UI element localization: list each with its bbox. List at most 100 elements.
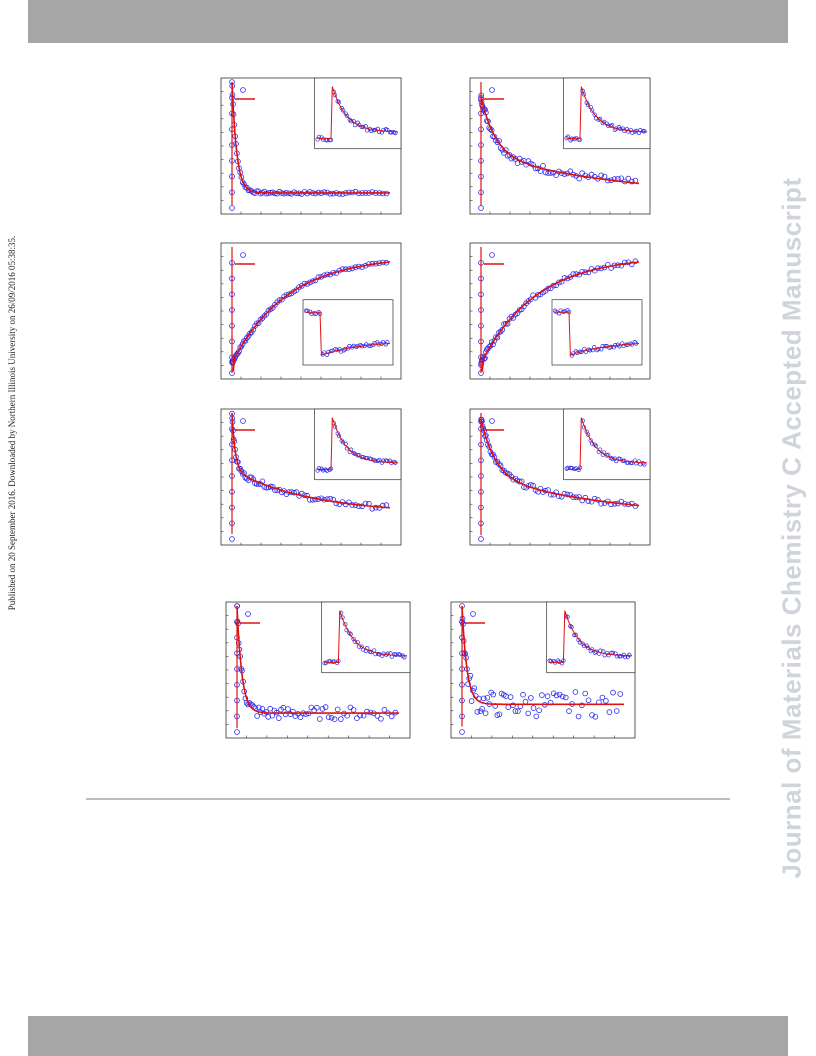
- data-point: [241, 181, 247, 187]
- legend-marker: [489, 87, 495, 93]
- data-point: [510, 702, 516, 709]
- inset-point: [606, 653, 611, 658]
- fit-line: [231, 412, 391, 509]
- data-point: [572, 689, 579, 695]
- data-point: [536, 707, 542, 714]
- data-point: [533, 713, 540, 720]
- data-point: [617, 691, 624, 697]
- inset-point: [328, 659, 333, 664]
- legend-marker: [240, 252, 246, 258]
- data-point: [499, 326, 506, 333]
- panel-3: [220, 242, 402, 380]
- data-point: [474, 709, 481, 715]
- inset-point: [596, 347, 601, 352]
- data-point: [229, 536, 235, 542]
- inset-point: [585, 645, 591, 651]
- data-point: [471, 685, 478, 691]
- data-point: [522, 698, 529, 705]
- inset-point: [316, 466, 322, 471]
- data-point: [319, 706, 326, 712]
- inset-point: [355, 640, 360, 645]
- fit-line: [232, 261, 391, 372]
- data-point: [610, 689, 616, 696]
- data-point: [308, 704, 315, 711]
- data-point: [628, 261, 635, 268]
- data-point: [346, 499, 352, 506]
- panel-6: [469, 408, 651, 546]
- panel-5: [220, 408, 402, 546]
- data-point: [354, 715, 360, 721]
- data-point: [575, 713, 582, 720]
- data-point: [333, 500, 340, 507]
- fit-line: [461, 605, 624, 706]
- data-point: [601, 173, 608, 180]
- inset-point: [590, 647, 595, 652]
- inset-point: [617, 344, 622, 349]
- data-point: [337, 716, 344, 722]
- inset-point: [315, 468, 320, 473]
- data-point: [491, 337, 498, 344]
- inset-point: [592, 112, 597, 117]
- inset-point: [347, 630, 352, 636]
- data-point: [585, 697, 592, 704]
- data-point: [611, 176, 618, 182]
- data-point: [553, 489, 559, 496]
- inset-point: [569, 466, 575, 471]
- data-point: [334, 706, 341, 713]
- data-point: [613, 708, 620, 714]
- data-point: [592, 713, 599, 720]
- fit-line: [236, 605, 399, 714]
- data-point: [553, 172, 559, 179]
- data-point: [247, 330, 253, 337]
- data-point: [242, 337, 249, 344]
- data-point: [307, 189, 313, 195]
- inset-point: [340, 108, 346, 113]
- data-point: [286, 291, 292, 298]
- inset-point: [387, 130, 393, 135]
- data-point: [253, 320, 260, 327]
- legend-marker: [240, 87, 246, 93]
- data-point: [327, 191, 334, 197]
- data-point: [505, 704, 512, 710]
- panel-7: [225, 601, 411, 739]
- data-point: [566, 708, 572, 714]
- inset-fit-line: [324, 610, 407, 663]
- data-point: [525, 710, 531, 717]
- panel-2: [469, 77, 651, 215]
- data-point: [360, 712, 367, 719]
- data-point: [355, 503, 362, 510]
- data-point: [259, 705, 266, 712]
- inset-frame: [314, 77, 402, 150]
- data-point: [336, 191, 343, 197]
- inset-point: [589, 108, 595, 113]
- data-point: [564, 491, 571, 498]
- data-point: [378, 715, 384, 722]
- inset-point: [389, 130, 394, 135]
- data-point: [254, 713, 260, 719]
- data-point: [501, 150, 507, 156]
- data-point: [618, 262, 625, 269]
- data-point: [350, 707, 357, 713]
- inset-point: [371, 457, 377, 463]
- inset-point: [326, 659, 331, 664]
- data-point: [302, 711, 309, 717]
- data-point: [520, 691, 526, 698]
- fit-line: [481, 261, 640, 372]
- inset-point: [583, 349, 588, 354]
- panel-4: [469, 242, 651, 380]
- data-point: [478, 536, 484, 542]
- data-point: [625, 175, 632, 182]
- data-point: [234, 729, 240, 735]
- data-point: [486, 443, 493, 450]
- data-point: [621, 259, 628, 266]
- data-point: [606, 709, 613, 715]
- data-point: [347, 704, 354, 711]
- data-point: [314, 704, 320, 711]
- data-point: [582, 690, 588, 697]
- data-point: [255, 704, 262, 711]
- legend-marker: [489, 418, 495, 424]
- data-point: [539, 692, 545, 698]
- inset-point: [315, 137, 320, 142]
- inset-point: [339, 106, 344, 111]
